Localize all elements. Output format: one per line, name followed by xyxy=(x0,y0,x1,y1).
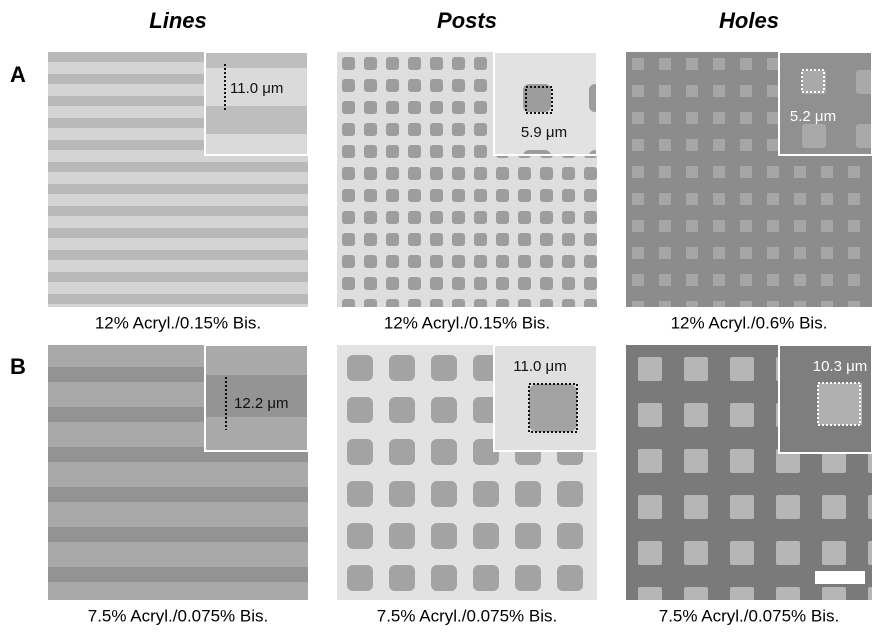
column-title: Lines xyxy=(149,8,206,33)
page: Lines Posts Holes A B 11.0 μm 12% Acryl.… xyxy=(0,0,873,634)
caption: 7.5% Acryl./0.075% Bis. xyxy=(659,606,839,625)
inset-label: 12.2 μm xyxy=(234,395,289,412)
caption: 7.5% Acryl./0.075% Bis. xyxy=(88,606,268,625)
inset xyxy=(779,52,872,155)
caption: 12% Acryl./0.6% Bis. xyxy=(671,313,828,332)
caption: 12% Acryl./0.15% Bis. xyxy=(95,313,261,332)
row-label: B xyxy=(10,354,26,379)
column-title: Holes xyxy=(719,8,779,33)
row-label: A xyxy=(10,62,26,87)
inset-label: 5.9 μm xyxy=(521,124,567,141)
figure: Lines Posts Holes A B 11.0 μm 12% Acryl.… xyxy=(0,0,873,634)
inset-label: 5.2 μm xyxy=(790,108,836,125)
scale-bar xyxy=(815,571,865,584)
caption: 7.5% Acryl./0.075% Bis. xyxy=(377,606,557,625)
inset-label: 11.0 μm xyxy=(513,358,566,375)
inset-label: 11.0 μm xyxy=(230,80,283,97)
inset-label: 10.3 μm xyxy=(813,358,868,375)
caption: 12% Acryl./0.15% Bis. xyxy=(384,313,550,332)
inset xyxy=(205,52,308,155)
column-title: Posts xyxy=(437,8,497,33)
